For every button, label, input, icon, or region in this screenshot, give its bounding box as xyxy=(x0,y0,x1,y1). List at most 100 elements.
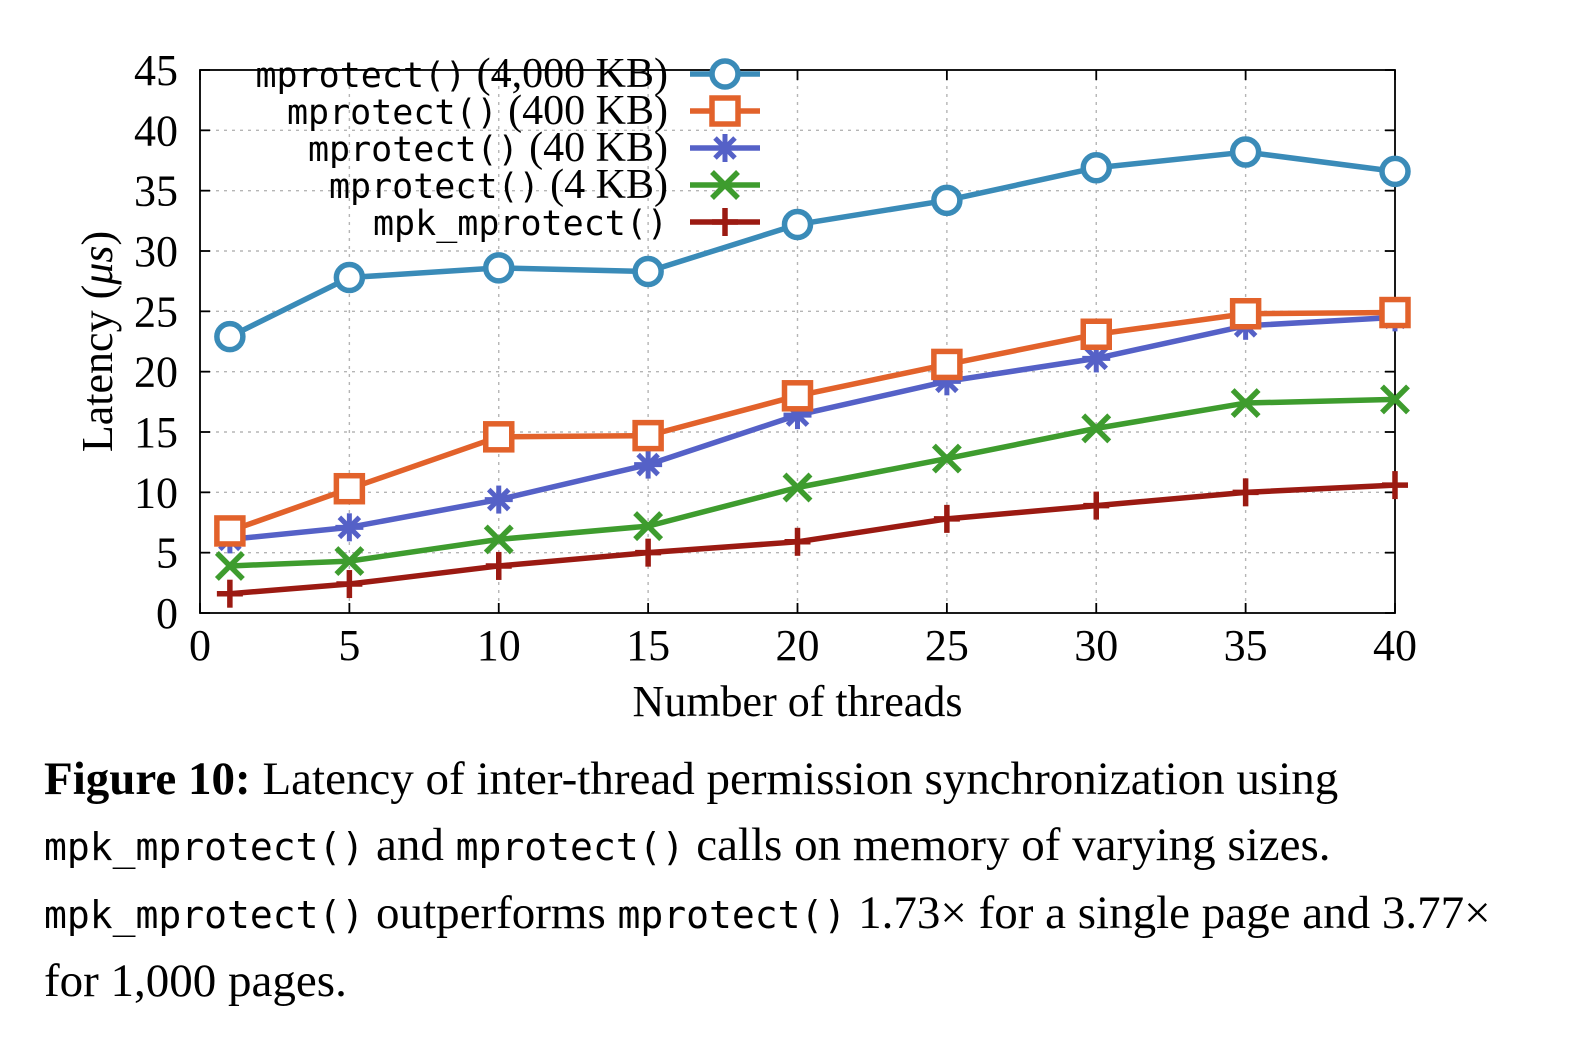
data-point-star xyxy=(484,485,513,514)
data-point-x xyxy=(931,443,962,474)
data-point-circle xyxy=(1379,155,1411,188)
data-point-x xyxy=(1230,388,1261,418)
data-point-plus xyxy=(712,208,738,236)
legend: mprotect() (4,000 KB)mprotect() (400 KB)… xyxy=(255,51,760,244)
x-tick-label: 25 xyxy=(925,621,969,670)
data-point-x xyxy=(710,170,740,200)
data-point-square xyxy=(1229,297,1262,330)
series-line xyxy=(229,482,1396,597)
y-tick-label: 40 xyxy=(134,106,178,155)
x-tick-label: 35 xyxy=(1224,621,1268,670)
caption-text-3: calls on memory of varying sizes. xyxy=(684,819,1331,871)
caption-code-4: mprotect() xyxy=(617,893,847,937)
legend-label: mprotect() (4 KB) xyxy=(329,162,668,208)
data-point-plus xyxy=(784,527,811,556)
data-point-square xyxy=(1080,318,1112,351)
y-tick-label: 5 xyxy=(156,529,178,578)
y-tick-label: 45 xyxy=(134,46,178,95)
data-point-square xyxy=(632,419,664,452)
data-point-star xyxy=(711,134,739,162)
caption-text-5: 1.73× for a single page and 3.77× for 1,… xyxy=(44,887,1491,1007)
series-line xyxy=(229,314,1396,543)
x-tick-label: 30 xyxy=(1074,621,1118,670)
data-point-square xyxy=(709,95,741,127)
data-point-circle xyxy=(709,58,741,90)
legend-entry: mprotect() (4,000 KB) xyxy=(255,51,760,97)
y-axis-title-end: ) xyxy=(73,231,122,246)
legend-entry: mprotect() (40 KB) xyxy=(308,125,760,171)
data-point-x xyxy=(483,524,514,555)
data-point-plus xyxy=(216,579,243,608)
x-tick-label: 5 xyxy=(338,621,360,670)
x-tick-label: 15 xyxy=(626,621,670,670)
series-square xyxy=(214,296,1411,547)
series-x xyxy=(214,384,1410,581)
legend-size: (400 KB) xyxy=(498,88,668,134)
series-line xyxy=(228,309,1396,534)
data-point-plus xyxy=(933,504,960,533)
y-axis-title-main: Latency ( xyxy=(73,285,122,452)
data-point-x xyxy=(782,472,813,503)
legend-code: mpk_mprotect() xyxy=(373,204,668,244)
y-tick-label: 25 xyxy=(134,287,178,336)
data-point-star xyxy=(634,450,663,479)
data-point-plus xyxy=(1083,491,1110,520)
y-axis-title: Latency (μs) xyxy=(73,231,122,452)
data-point-circle xyxy=(214,320,246,353)
y-tick-label: 30 xyxy=(134,227,178,276)
caption-text-4: outperforms xyxy=(364,887,618,939)
x-tick-label: 0 xyxy=(189,621,211,670)
caption-code-3: mpk_mprotect() xyxy=(44,893,365,937)
y-tick-label: 15 xyxy=(134,408,178,457)
legend-size: (40 KB) xyxy=(519,125,668,171)
legend-size: (4 KB) xyxy=(540,162,668,208)
legend-entry: mprotect() (4 KB) xyxy=(329,162,760,208)
figure-caption: Figure 10: Latency of inter-thread permi… xyxy=(44,746,1544,1014)
data-point-circle xyxy=(1080,151,1112,184)
legend-entry: mprotect() (400 KB) xyxy=(287,88,760,134)
y-tick-label: 35 xyxy=(134,167,178,216)
y-tick-label: 10 xyxy=(134,468,178,517)
x-tick-label: 40 xyxy=(1373,621,1417,670)
x-axis-title: Number of threads xyxy=(633,677,963,726)
data-point-x xyxy=(334,546,365,577)
caption-label: Figure 10: xyxy=(44,753,251,805)
legend-label: mprotect() (40 KB) xyxy=(308,125,668,171)
data-point-square xyxy=(781,380,814,412)
data-point-square xyxy=(931,348,963,381)
y-tick-label: 20 xyxy=(134,348,178,397)
caption-code-2: mprotect() xyxy=(455,825,685,869)
data-point-plus xyxy=(485,551,512,580)
legend-code: mprotect() xyxy=(287,93,498,133)
data-point-circle xyxy=(483,252,515,284)
data-point-circle xyxy=(333,261,366,294)
series-circle xyxy=(214,136,1411,353)
data-point-circle xyxy=(632,255,664,288)
series-layer xyxy=(214,136,1411,608)
caption-text-2: and xyxy=(364,819,456,871)
data-point-x xyxy=(214,550,245,581)
legend-code: mprotect() xyxy=(308,130,519,170)
x-tick-label: 10 xyxy=(477,621,521,670)
legend-label: mpk_mprotect() xyxy=(373,204,668,244)
data-point-x xyxy=(1081,413,1112,444)
data-point-plus xyxy=(635,538,662,567)
y-axis-title-unit: μs xyxy=(73,246,122,286)
legend-code: mprotect() xyxy=(255,56,466,96)
series-plus xyxy=(216,471,1408,608)
data-point-square xyxy=(1379,296,1411,329)
legend-label: mprotect() (400 KB) xyxy=(287,88,668,134)
data-point-plus xyxy=(1382,471,1408,500)
legend-code: mprotect() xyxy=(329,167,540,207)
data-point-square xyxy=(214,515,246,547)
data-point-square xyxy=(333,472,366,505)
caption-code-1: mpk_mprotect() xyxy=(44,825,365,869)
data-point-x xyxy=(633,511,664,542)
y-tick-label: 0 xyxy=(156,589,178,638)
x-tick-label: 20 xyxy=(776,621,820,670)
legend-size: (4,000 KB) xyxy=(466,51,668,97)
data-point-circle xyxy=(1229,136,1262,168)
data-point-circle xyxy=(931,184,963,217)
